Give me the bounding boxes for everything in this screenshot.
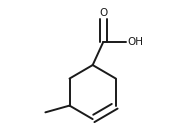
Text: OH: OH: [127, 37, 143, 47]
Text: O: O: [99, 8, 107, 18]
